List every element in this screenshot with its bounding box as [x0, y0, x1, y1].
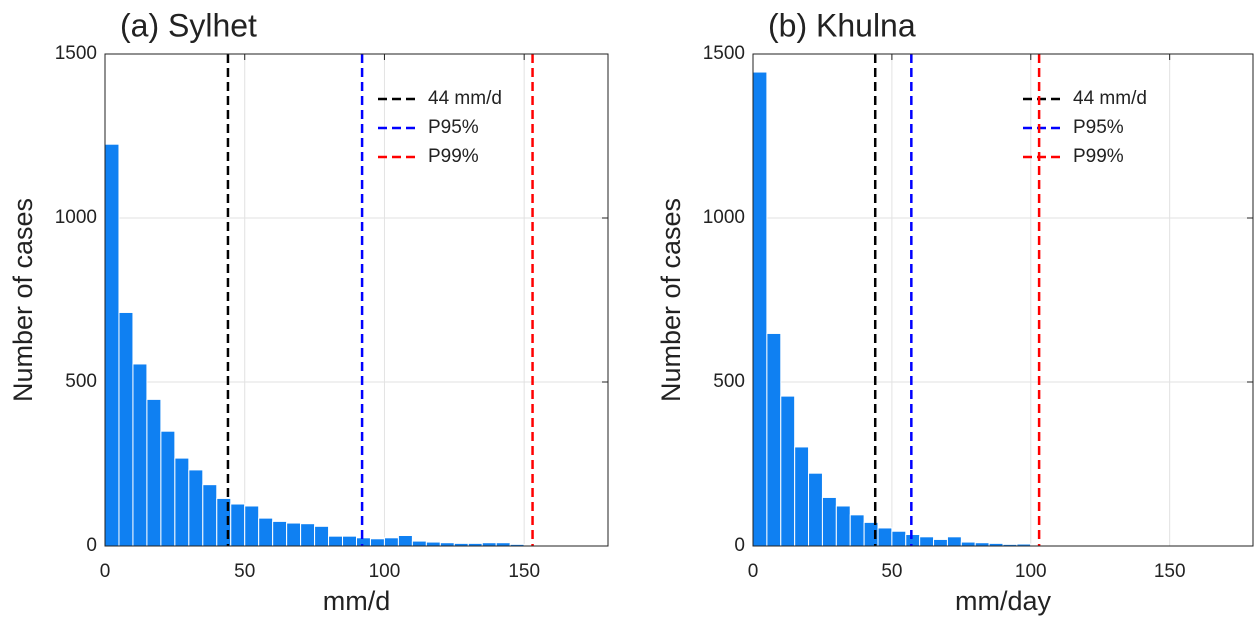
chart-title: (a) Sylhet — [120, 7, 257, 43]
x-tick-label: 50 — [881, 561, 902, 582]
bar — [766, 332, 782, 547]
bar — [919, 536, 935, 547]
bar — [946, 536, 962, 547]
bar — [905, 534, 921, 547]
bar — [821, 496, 837, 547]
y-tick-label: 1000 — [55, 207, 97, 228]
y-tick-label: 500 — [713, 371, 745, 392]
y-axis-label: Number of cases — [8, 198, 38, 402]
bar — [244, 505, 260, 547]
legend-label: P99% — [1073, 146, 1124, 167]
y-tick-label: 1000 — [703, 207, 745, 228]
x-tick-label: 100 — [1015, 561, 1047, 582]
bar — [314, 525, 330, 547]
bar — [202, 484, 218, 547]
y-tick-label: 1500 — [703, 43, 745, 64]
legend-label: P99% — [428, 146, 479, 167]
axes-box — [752, 53, 1254, 547]
bar — [808, 472, 823, 547]
legend-label: 44 mm/d — [1073, 88, 1147, 109]
bar — [877, 527, 893, 547]
bar — [835, 505, 851, 547]
bar — [849, 514, 865, 547]
x-tick-label: 150 — [508, 561, 540, 582]
bar — [960, 541, 976, 547]
y-axis-label: Number of cases — [656, 198, 686, 402]
x-axis-label: mm/day — [955, 586, 1052, 616]
bar — [342, 535, 357, 547]
x-tick-label: 0 — [748, 561, 759, 582]
bar — [794, 446, 810, 547]
bar — [933, 538, 948, 547]
bar — [383, 537, 399, 547]
y-tick-label: 1500 — [55, 43, 97, 64]
bar — [188, 469, 204, 547]
x-axis-label: mm/d — [323, 586, 391, 616]
legend-label: 44 mm/d — [428, 88, 502, 109]
bar — [425, 541, 441, 547]
bar — [118, 311, 134, 547]
y-tick-label: 0 — [734, 535, 745, 556]
bar — [258, 517, 274, 547]
bar — [369, 538, 385, 547]
axes-box — [104, 53, 609, 547]
bar — [174, 457, 190, 547]
x-tick-label: 150 — [1154, 561, 1186, 582]
bar — [300, 523, 316, 547]
legend-label: P95% — [1073, 117, 1124, 138]
bar — [286, 522, 302, 547]
chart-title: (b) Khulna — [768, 7, 916, 43]
bar — [230, 503, 246, 547]
bar — [146, 398, 162, 547]
x-tick-label: 50 — [234, 561, 255, 582]
legend-label: P95% — [428, 117, 479, 138]
bar — [132, 363, 148, 547]
bar — [397, 535, 413, 547]
bar — [891, 530, 907, 547]
bar — [104, 143, 120, 547]
bar — [272, 520, 288, 547]
x-tick-label: 0 — [100, 561, 111, 582]
bar — [780, 395, 796, 547]
y-tick-label: 0 — [86, 535, 97, 556]
x-tick-label: 100 — [369, 561, 401, 582]
bar — [752, 71, 768, 547]
bar — [328, 535, 344, 547]
bar — [160, 430, 176, 547]
bar — [411, 540, 427, 547]
bar — [356, 537, 371, 547]
y-tick-label: 500 — [65, 371, 97, 392]
